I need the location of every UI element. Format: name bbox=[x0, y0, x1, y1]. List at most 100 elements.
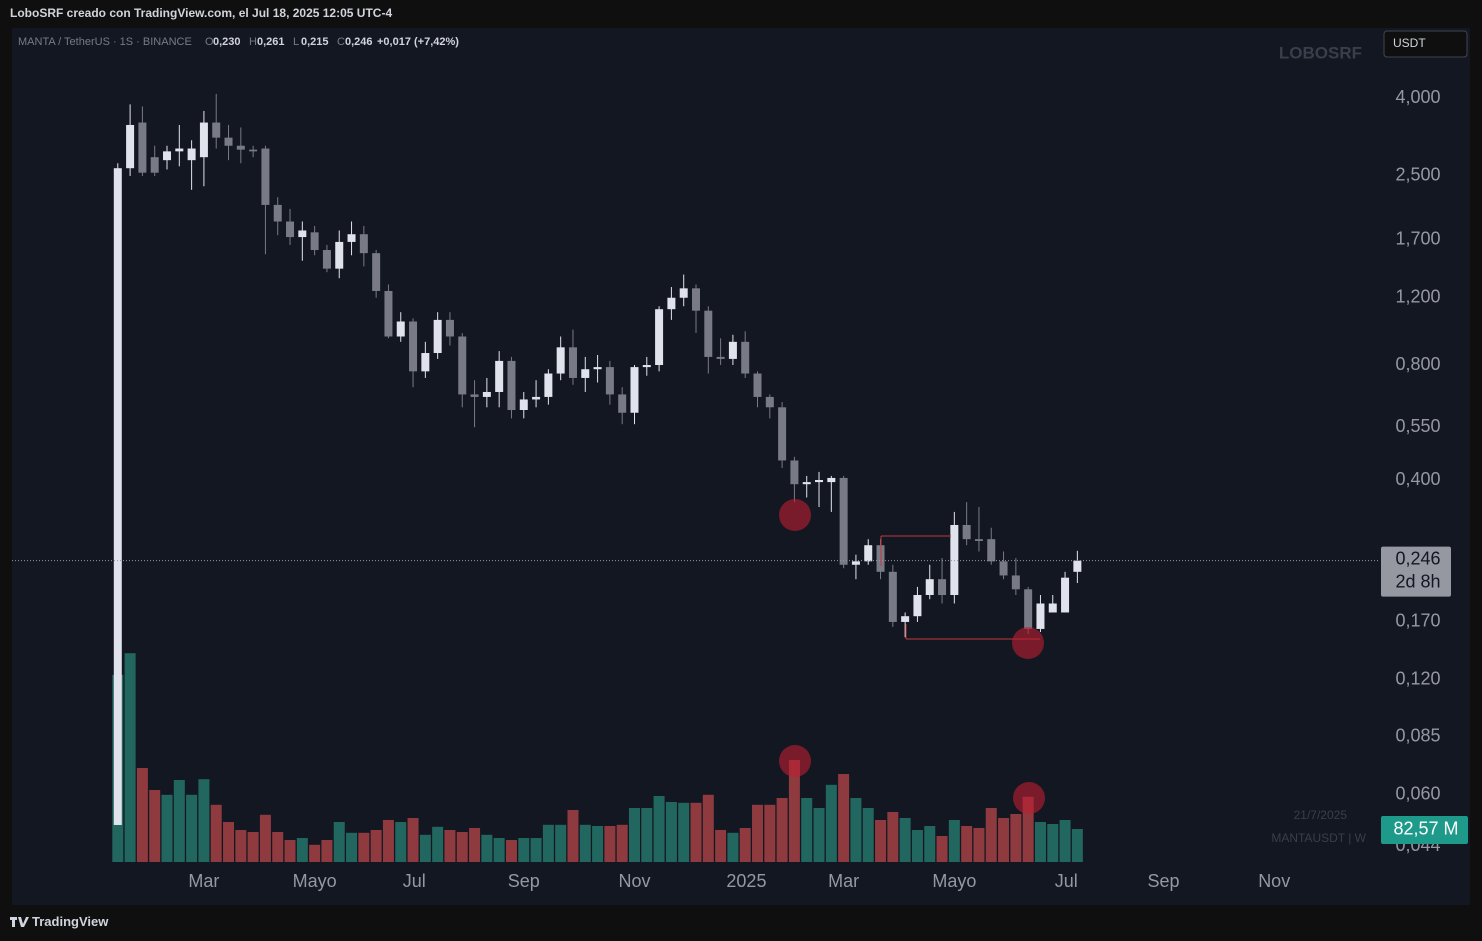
annotation-circle bbox=[779, 745, 811, 777]
candle-body bbox=[704, 310, 713, 357]
volume-bar bbox=[801, 798, 813, 862]
candle-body bbox=[347, 234, 356, 242]
volume-bar bbox=[1034, 822, 1046, 862]
volume-bar bbox=[961, 826, 973, 862]
candle-body bbox=[581, 369, 590, 378]
volume-bar bbox=[690, 802, 702, 862]
candle-body bbox=[519, 399, 528, 410]
candle-body bbox=[938, 579, 947, 595]
x-tick-label: Jul bbox=[403, 871, 426, 891]
credit: LoboSRF creado con TradingView.com, el J… bbox=[10, 6, 392, 20]
candle-body bbox=[655, 309, 664, 366]
candle-body bbox=[839, 477, 848, 565]
volume-bar bbox=[124, 653, 136, 862]
volume-bar bbox=[628, 808, 640, 862]
candle-body bbox=[322, 250, 331, 269]
y-tick-label: 4,000 bbox=[1395, 87, 1440, 107]
volume-bar bbox=[210, 804, 222, 862]
volume-bar bbox=[592, 826, 604, 862]
candle-body bbox=[716, 356, 725, 359]
volume-bar bbox=[899, 818, 911, 862]
candle-body bbox=[987, 539, 996, 562]
volume-bar bbox=[985, 808, 997, 862]
candle-body bbox=[532, 396, 541, 400]
volume-bar bbox=[419, 834, 431, 862]
volume-bar bbox=[235, 830, 247, 862]
volume-bar bbox=[776, 798, 788, 862]
volume-bar bbox=[456, 832, 468, 862]
volume-bar bbox=[752, 804, 764, 862]
volume-bar bbox=[542, 824, 554, 862]
volume-bar bbox=[862, 808, 874, 862]
candle-body bbox=[482, 391, 491, 397]
volume-bar bbox=[702, 794, 714, 862]
volume-bar bbox=[825, 784, 837, 862]
candle-body bbox=[335, 241, 344, 269]
candle-body bbox=[999, 561, 1008, 576]
candle-body bbox=[950, 524, 959, 595]
candle-body bbox=[667, 297, 676, 310]
volume-bar bbox=[604, 826, 616, 862]
annotation-circle bbox=[1013, 782, 1045, 814]
volume-bar bbox=[665, 802, 677, 862]
volume-bar bbox=[530, 838, 542, 862]
volume-bar bbox=[567, 810, 579, 862]
candle-body bbox=[445, 319, 454, 337]
candle-body bbox=[175, 148, 184, 152]
volume-bar bbox=[764, 804, 776, 862]
volume-bar bbox=[518, 838, 530, 862]
currency[interactable]: USDT bbox=[1393, 36, 1426, 50]
x-tick-label: Nov bbox=[618, 871, 650, 891]
volume-label-box bbox=[1381, 815, 1468, 844]
candle-body bbox=[544, 373, 553, 397]
y-tick-label: 2,500 bbox=[1395, 165, 1440, 185]
volume-bar bbox=[358, 832, 370, 862]
candle-body bbox=[556, 347, 565, 374]
candle-body bbox=[568, 347, 577, 378]
candle-body bbox=[753, 373, 762, 397]
volume-bar bbox=[309, 844, 321, 862]
countdown: 2d 8h bbox=[1395, 571, 1440, 591]
y-tick-label: 0,800 bbox=[1395, 354, 1440, 374]
candle-body bbox=[286, 221, 295, 238]
volume-bar bbox=[272, 832, 284, 862]
candle-body bbox=[409, 321, 418, 372]
y-tick-label: 0,170 bbox=[1395, 611, 1440, 631]
volume-bar bbox=[924, 826, 936, 862]
candle-body bbox=[310, 232, 319, 251]
candle-body bbox=[470, 394, 479, 397]
volume-bar bbox=[247, 832, 259, 862]
watermark: LOBOSRF bbox=[1279, 43, 1362, 62]
annotation-circle bbox=[779, 499, 811, 531]
candle-body bbox=[1073, 560, 1082, 572]
volume-bar bbox=[333, 822, 345, 862]
volume-bar bbox=[186, 794, 198, 862]
candle-body bbox=[974, 539, 983, 541]
candle-body bbox=[1024, 589, 1033, 629]
volume-bar bbox=[788, 760, 800, 862]
y-tick-label: 1,200 bbox=[1395, 286, 1440, 306]
volume-bar bbox=[149, 790, 161, 862]
volume-bar bbox=[887, 812, 899, 862]
volume-bar bbox=[493, 838, 505, 862]
y-tick-label: 0,120 bbox=[1395, 668, 1440, 688]
volume-bar bbox=[284, 840, 296, 862]
volume-bar bbox=[223, 822, 235, 862]
volume-bar bbox=[321, 840, 333, 862]
ohlc-value: 0,230 bbox=[213, 36, 241, 48]
candle-body bbox=[199, 122, 208, 158]
candle-body bbox=[236, 145, 245, 150]
volume-bar bbox=[813, 808, 825, 862]
volume-bar bbox=[579, 824, 591, 862]
x-tick-label: Nov bbox=[1258, 871, 1290, 891]
candle-body bbox=[1011, 575, 1020, 590]
candle-body bbox=[126, 124, 135, 169]
volume-bar bbox=[616, 824, 628, 862]
candle-body bbox=[212, 122, 221, 138]
candle-body bbox=[802, 482, 811, 485]
candle-body bbox=[1061, 577, 1070, 613]
candle-body bbox=[396, 321, 405, 337]
candle-body bbox=[507, 360, 516, 410]
currency-button[interactable] bbox=[1383, 30, 1468, 58]
